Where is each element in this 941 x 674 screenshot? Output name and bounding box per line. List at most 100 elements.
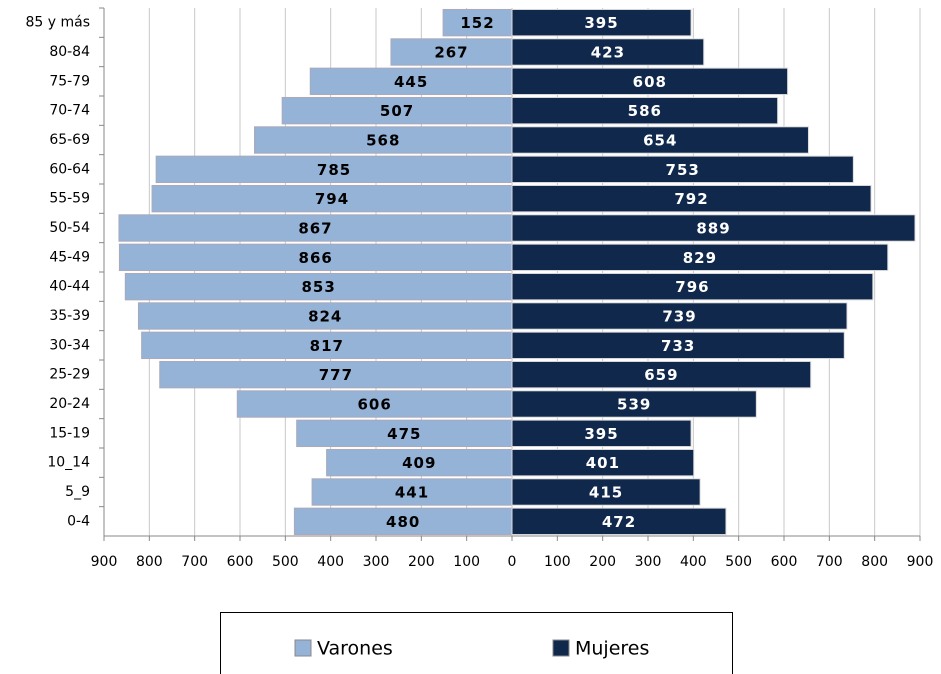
x-tick-label: 300	[363, 554, 390, 570]
bar	[511, 272, 874, 301]
data-label: 739	[662, 308, 696, 326]
x-tick-label: 100	[544, 554, 571, 570]
x-tick-label: 900	[907, 554, 934, 570]
data-label: 480	[386, 513, 420, 531]
bar	[296, 419, 513, 448]
y-tick-label: 50-54	[49, 220, 90, 236]
data-label: 586	[628, 102, 662, 120]
bar	[511, 331, 845, 360]
bar	[511, 390, 757, 418]
data-label: 409	[402, 454, 436, 472]
data-label: 415	[589, 484, 623, 502]
x-tick-label: 600	[771, 554, 798, 570]
bar	[326, 448, 513, 477]
x-tick-label: 800	[136, 554, 163, 570]
data-label: 867	[298, 220, 332, 238]
bar	[511, 184, 872, 213]
bar	[118, 214, 513, 242]
bar	[118, 243, 513, 272]
data-label: 753	[666, 161, 700, 179]
legend-swatch	[294, 639, 312, 657]
data-label: 606	[357, 396, 391, 414]
x-tick-label: 700	[816, 554, 843, 570]
x-tick-label: 200	[589, 554, 616, 570]
bar	[254, 126, 513, 154]
data-label: 733	[661, 337, 695, 355]
y-tick-label: 70-74	[49, 103, 90, 119]
bar	[511, 96, 779, 125]
x-tick-label: 400	[680, 554, 707, 570]
x-tick-label: 0	[508, 554, 517, 570]
data-label: 568	[366, 132, 400, 150]
data-label: 794	[315, 190, 349, 208]
bar	[311, 478, 513, 506]
y-tick-label: 40-44	[49, 279, 90, 295]
y-tick-label: 5_9	[65, 484, 90, 500]
bar	[511, 67, 789, 96]
data-label: 777	[319, 366, 353, 384]
bar	[155, 155, 513, 184]
y-tick-label: 25-29	[49, 367, 90, 383]
x-tick-label: 800	[861, 554, 888, 570]
bar	[137, 302, 513, 330]
data-label: 785	[317, 161, 351, 179]
x-tick-label: 900	[91, 554, 118, 570]
y-tick-label: 55-59	[49, 191, 90, 207]
x-tick-label: 600	[227, 554, 254, 570]
bar	[511, 126, 809, 154]
y-tick-label: 20-24	[49, 396, 90, 412]
data-label: 889	[696, 220, 730, 238]
data-label: 445	[394, 73, 428, 91]
data-label: 395	[584, 425, 618, 443]
data-label: 824	[308, 308, 342, 326]
bar	[511, 38, 705, 66]
bar	[511, 243, 889, 272]
data-label: 507	[380, 102, 414, 120]
data-label: 853	[301, 278, 335, 296]
bar	[511, 448, 695, 477]
x-tick-label: 100	[453, 554, 480, 570]
data-label: 267	[434, 44, 468, 62]
data-label: 401	[586, 454, 620, 472]
data-label: 866	[299, 249, 333, 267]
data-label: 539	[617, 396, 651, 414]
bar	[511, 8, 692, 37]
data-label: 608	[633, 73, 667, 91]
y-tick-label: 30-34	[49, 337, 90, 353]
y-tick-label: 0-4	[67, 513, 90, 529]
y-tick-label: 35-39	[49, 308, 90, 324]
bar	[511, 478, 701, 506]
bar	[511, 360, 812, 389]
data-label: 654	[643, 132, 677, 150]
bar	[151, 184, 513, 213]
bar	[390, 38, 513, 66]
data-label: 423	[591, 44, 625, 62]
data-label: 829	[683, 249, 717, 267]
x-tick-label: 700	[181, 554, 208, 570]
y-tick-label: 15-19	[49, 425, 90, 441]
y-tick-label: 10_14	[47, 455, 90, 471]
y-tick-label: 60-64	[49, 161, 90, 177]
x-tick-label: 200	[408, 554, 435, 570]
bar	[442, 8, 513, 37]
bar	[159, 360, 513, 389]
legend-label: Mujeres	[575, 638, 649, 660]
bar	[236, 390, 513, 418]
data-label: 472	[602, 513, 636, 531]
bar	[511, 419, 692, 448]
y-tick-label: 80-84	[49, 44, 90, 60]
data-label: 792	[674, 190, 708, 208]
x-tick-label: 500	[272, 554, 299, 570]
legend-label: Varones	[317, 638, 393, 660]
bar	[511, 507, 727, 536]
bar	[141, 331, 513, 360]
bar	[293, 507, 513, 536]
x-tick-label: 400	[317, 554, 344, 570]
data-label: 395	[584, 14, 618, 32]
y-tick-label: 45-49	[49, 249, 90, 265]
y-tick-label: 85 y más	[25, 15, 90, 31]
data-label: 659	[644, 366, 678, 384]
bar	[511, 155, 854, 184]
data-label: 475	[387, 425, 421, 443]
